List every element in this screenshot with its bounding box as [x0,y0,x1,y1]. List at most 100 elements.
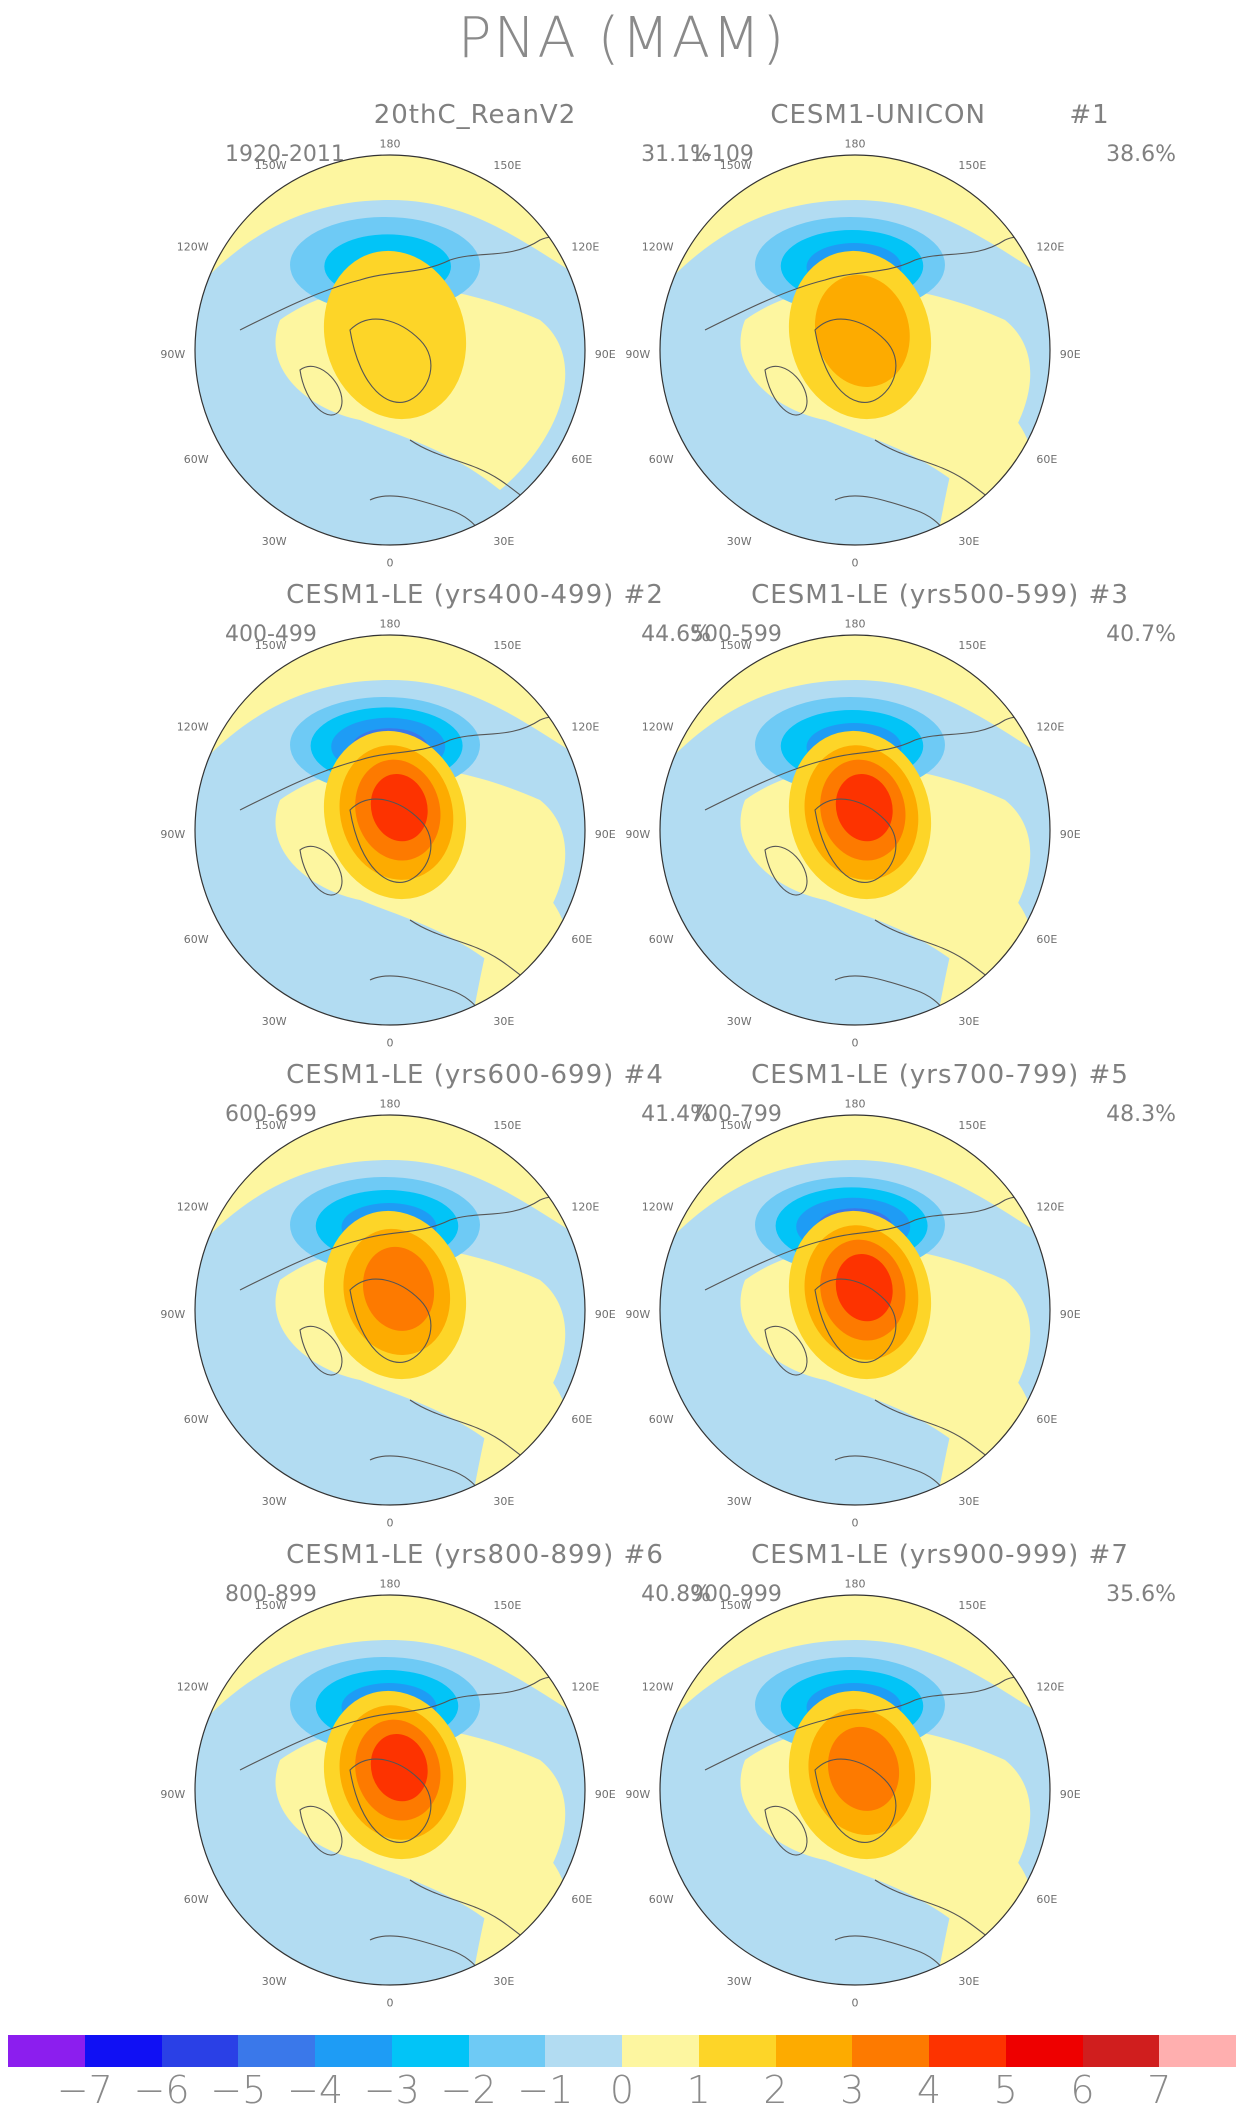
coastline [764,365,808,416]
coastline [299,1805,343,1856]
longitude-label: 90W [625,1308,650,1321]
positive-anomaly-contour [323,250,467,420]
panel-title: 20thC_ReanV2 [373,100,577,130]
colorbar-cell [315,2035,392,2067]
polar-map: 180 0 150W 150E 120W 120E 90W 90E 60W 60E 30W 30E [160,1097,616,1529]
longitude-label: 60E [1036,453,1057,466]
colorbar-cell [8,2035,85,2067]
map-panel: CESM1-LE (yrs400-499) #2 400-499 44.6% 180 0… [160,580,755,1050]
longitude-label: 120W [642,241,674,254]
longitude-label: 150E [958,1599,986,1612]
panel-variance-percent: 40.7% [1106,622,1176,647]
colorbar [8,2035,1236,2067]
positive-anomaly-contour [370,1734,428,1802]
longitude-label: 150W [255,639,287,652]
coastline [299,365,343,416]
longitude-label: 180 [845,1097,866,1110]
positive-region-pacific [660,155,1050,290]
panel-title: CESM1-LE (yrs400-499) #2 [286,580,664,610]
longitude-label: 90E [595,348,616,361]
longitude-label: 30W [262,1015,287,1028]
longitude-label: 120E [1036,1201,1064,1214]
colorbar-cell [545,2035,622,2067]
colorbar-tick-label: −5 [210,2068,267,2112]
coastline [349,1278,432,1363]
colorbar-cell [775,2035,853,2067]
polar-map: 180 0 150W 150E 120W 120E 90W 90E 60W 60E 30W 30E [625,617,1081,1050]
longitude-label: 60W [184,933,209,946]
longitude-label: 0 [852,1517,859,1530]
longitude-label: 90W [625,1788,650,1801]
coastline [764,1805,808,1856]
longitude-label: 180 [845,137,866,150]
longitude-label: 30E [493,1015,514,1028]
panel-period: 400-499 [225,622,317,647]
positive-anomaly-contour [370,774,428,842]
panel-period: 500-599 [690,622,782,647]
colorbar-tick-label: 4 [916,2068,942,2112]
longitude-label: 90W [160,1308,185,1321]
coastline [764,845,808,896]
panel-variance-percent: 48.3% [1106,1102,1176,1127]
colorbar-tick-label: −7 [56,2068,113,2112]
longitude-label: 150W [255,1599,287,1612]
longitude-label: 150W [255,1119,287,1132]
panel-period: 800-899 [225,1582,317,1607]
positive-region-pacific [195,155,585,290]
longitude-label: 60W [649,933,674,946]
map-panel: CESM1-UNICON #1 1-109 38.6% 180 0 150W 150E 120… [625,100,1220,570]
positive-region-pacific [195,1595,585,1730]
coastline [814,318,897,403]
map-panel: CESM1-LE (yrs900-999) #7 900-999 35.6% 180 0… [625,1540,1220,2010]
longitude-label: 90E [1060,828,1081,841]
longitude-label: 60E [571,1893,592,1906]
longitude-label: 30W [262,1975,287,1988]
colorbar-cell [391,2035,469,2067]
coastline [814,1758,897,1843]
panel-variance-percent: 31.1% [641,142,711,167]
colorbar-tick-label: 7 [1147,2068,1172,2112]
longitude-label: 120W [642,721,674,734]
longitude-label: 150E [493,1599,521,1612]
longitude-label: 90W [160,348,185,361]
panel-period: 1920-2011 [225,142,345,167]
map-border [659,154,1051,546]
positive-region-pacific [660,1595,1050,1730]
colorbar-cell [468,2035,546,2067]
longitude-label: 120E [1036,721,1064,734]
longitude-label: 150W [720,1119,752,1132]
coastline [349,798,432,883]
panel-variance-percent: 41.4% [641,1102,711,1127]
longitude-label: 90W [160,1788,185,1801]
polar-map: 180 0 150W 150E 120W 120E 90W 90E 60W 60E 30W 30E [160,1577,615,2009]
longitude-label: 60W [649,1413,674,1426]
panel-variance-percent: 40.8% [641,1582,711,1607]
map-border [194,634,586,1026]
panel-variance-percent: 44.6% [641,622,711,647]
colorbar-tick-label: −2 [440,2068,497,2112]
longitude-label: 180 [380,617,401,630]
longitude-label: 30E [958,535,979,548]
colorbar-labels: −7 −6 −5 −4 −3 −2 −1 0 1 2 3 4 5 6 7 [8,2068,1236,2112]
coastline [349,318,432,403]
longitude-label: 60E [1036,933,1057,946]
longitude-label: 90E [595,1308,616,1321]
longitude-label: 0 [852,557,859,570]
longitude-label: 150E [493,1119,521,1132]
coastline [704,1676,1048,1771]
colorbar-tick-label: 2 [763,2068,788,2112]
colorbar-tick-label: −1 [517,2068,574,2112]
longitude-label: 90E [1060,1308,1081,1321]
panel-title: CESM1-LE (yrs700-799) #5 [751,1060,1129,1090]
panel-variance-percent: 38.6% [1106,142,1176,167]
colorbar-cell [84,2035,162,2067]
longitude-label: 120W [177,241,209,254]
longitude-label: 180 [845,617,866,630]
longitude-label: 180 [380,1097,401,1110]
longitude-label: 0 [852,1037,859,1050]
colorbar-tick-label: −6 [133,2068,190,2112]
longitude-label: 60E [571,1413,592,1426]
positive-anomaly-contour [814,274,910,387]
colorbar-cell [1005,2035,1083,2067]
map-border [659,1114,1051,1506]
